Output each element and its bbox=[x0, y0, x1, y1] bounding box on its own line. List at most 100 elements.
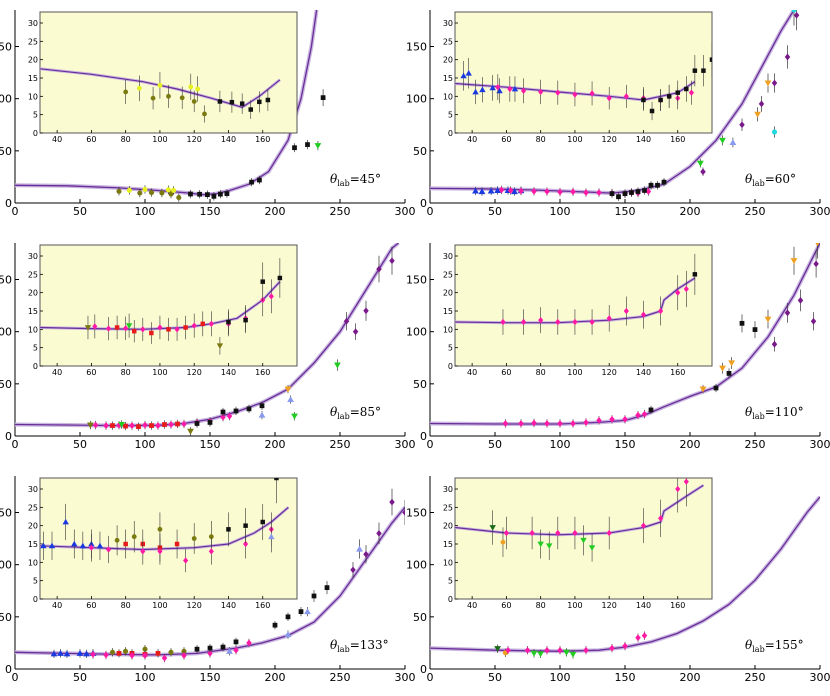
inset-x-tick-label: 100 bbox=[567, 601, 582, 610]
inset-x-tick-label: 120 bbox=[187, 601, 202, 610]
panel-85: 0501001502002503000501001504060801001201… bbox=[0, 243, 416, 451]
inset-y-tick-label: 25 bbox=[443, 37, 453, 46]
inset-data-point bbox=[265, 97, 271, 103]
data-point bbox=[116, 650, 122, 656]
inset-y-tick-label: 10 bbox=[443, 325, 453, 334]
inset-data-point bbox=[208, 534, 214, 540]
inset-y-tick-label: 15 bbox=[28, 540, 38, 549]
y-tick-label: 150 bbox=[406, 274, 427, 287]
y-tick-label: 50 bbox=[0, 378, 12, 391]
data-point bbox=[726, 371, 732, 376]
inset-data-point bbox=[157, 548, 163, 555]
data-point bbox=[502, 420, 509, 427]
data-point bbox=[311, 593, 317, 599]
data-point bbox=[494, 187, 501, 194]
model-curve bbox=[15, 10, 318, 196]
data-point bbox=[645, 188, 652, 195]
data-point bbox=[609, 415, 615, 423]
inset-data-point bbox=[140, 326, 146, 333]
x-tick-label: 300 bbox=[395, 671, 416, 684]
inset-y-tick-label: 0 bbox=[33, 129, 38, 138]
x-tick-label: 100 bbox=[135, 438, 156, 451]
inset-data-point bbox=[105, 546, 112, 553]
x-tick-label: 0 bbox=[12, 438, 19, 451]
y-tick-label: 0 bbox=[420, 663, 427, 676]
x-tick-label: 100 bbox=[550, 438, 571, 451]
data-point bbox=[63, 650, 71, 657]
y-tick-label: 0 bbox=[420, 430, 427, 443]
inset-x-tick-label: 100 bbox=[152, 135, 167, 144]
data-point bbox=[197, 191, 202, 197]
data-point bbox=[729, 139, 737, 146]
x-tick-label: 250 bbox=[330, 205, 351, 218]
data-point bbox=[622, 191, 628, 196]
y-tick-label: 50 bbox=[413, 611, 427, 624]
x-tick-label: 50 bbox=[73, 438, 87, 451]
y-tick-label: 50 bbox=[413, 378, 427, 391]
data-point bbox=[609, 191, 615, 196]
plot-area bbox=[15, 488, 405, 663]
data-point bbox=[324, 585, 330, 591]
data-point bbox=[518, 420, 524, 427]
x-tick-label: 100 bbox=[550, 671, 571, 684]
inset-data-point bbox=[489, 525, 496, 531]
inset-x-tick-label: 60 bbox=[86, 601, 96, 610]
data-point bbox=[569, 651, 577, 658]
y-tick-label: 50 bbox=[413, 145, 427, 158]
inset-data-point bbox=[257, 99, 262, 105]
data-point bbox=[635, 411, 641, 419]
inset-data-point bbox=[500, 318, 506, 326]
inset-y-tick-label: 0 bbox=[448, 595, 453, 604]
data-point bbox=[226, 412, 233, 420]
inset-data-point bbox=[640, 522, 647, 529]
data-point bbox=[259, 403, 265, 409]
data-point bbox=[791, 10, 797, 13]
data-point bbox=[83, 650, 90, 657]
panel-133: 0501001502002503000501001504060801001201… bbox=[0, 476, 416, 684]
data-point bbox=[764, 80, 772, 87]
x-tick-label: 200 bbox=[265, 438, 286, 451]
data-point bbox=[728, 360, 735, 367]
data-point bbox=[376, 265, 382, 273]
data-point bbox=[494, 646, 501, 653]
inset-x-tick-label: 100 bbox=[567, 368, 582, 377]
inset-frame bbox=[454, 244, 713, 367]
inset-45: 40 60 80 100 120 140 160 0 5 10 15 20 25 30 bbox=[28, 11, 298, 144]
inset-data-point bbox=[555, 529, 561, 537]
data-point bbox=[739, 121, 745, 129]
x-tick-label: 300 bbox=[810, 438, 830, 451]
data-point bbox=[350, 566, 356, 574]
data-point bbox=[298, 609, 304, 615]
inset-x-tick-label: 160 bbox=[255, 601, 270, 610]
y-tick-label: 0 bbox=[5, 197, 12, 210]
data-point bbox=[258, 411, 266, 418]
inset-x-tick-label: 60 bbox=[501, 135, 511, 144]
data-point bbox=[90, 650, 96, 658]
inset-data-point bbox=[692, 68, 698, 73]
x-tick-label: 100 bbox=[135, 671, 156, 684]
data-point bbox=[161, 654, 168, 662]
data-point bbox=[530, 650, 538, 657]
inset-data-point bbox=[641, 97, 646, 103]
x-tick-label: 200 bbox=[680, 671, 701, 684]
data-point bbox=[648, 182, 654, 188]
data-point bbox=[343, 317, 350, 325]
data-point bbox=[784, 53, 791, 61]
inset-data-point bbox=[96, 542, 104, 549]
inset-data-point bbox=[507, 85, 513, 93]
inset-y-tick-label: 10 bbox=[443, 92, 453, 101]
data-point bbox=[142, 421, 148, 429]
data-point bbox=[123, 423, 128, 429]
data-point bbox=[537, 651, 544, 658]
y-tick-label: 150 bbox=[0, 274, 12, 287]
x-tick-label: 50 bbox=[73, 205, 87, 218]
data-point bbox=[655, 182, 660, 188]
inset-data-point bbox=[183, 557, 189, 564]
x-tick-label: 250 bbox=[330, 438, 351, 451]
data-point bbox=[305, 142, 310, 147]
data-point bbox=[771, 129, 778, 135]
inset-data-point bbox=[546, 543, 553, 550]
inset-x-tick-label: 80 bbox=[536, 135, 546, 144]
